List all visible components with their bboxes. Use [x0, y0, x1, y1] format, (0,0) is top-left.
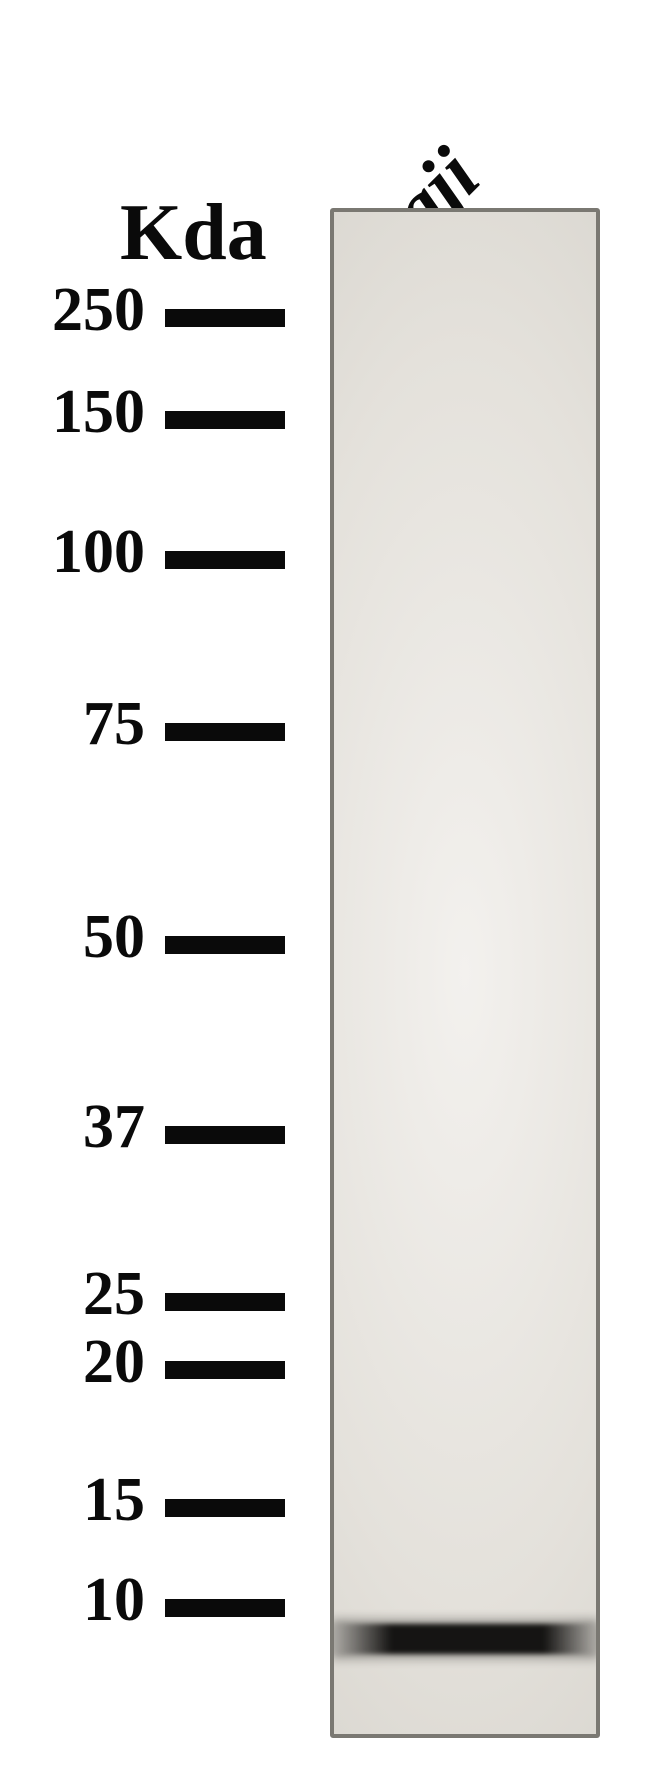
ladder-mark: [165, 551, 285, 569]
ladder-value: 25: [15, 1259, 145, 1330]
ladder-value: 75: [15, 689, 145, 760]
blot-lane: [330, 208, 600, 1738]
western-blot-figure: KdaRaji25015010075503725201510: [0, 0, 650, 1768]
ladder-value: 150: [15, 377, 145, 448]
ladder-mark: [165, 1499, 285, 1517]
ladder-value: 10: [15, 1565, 145, 1636]
ladder-mark: [165, 1126, 285, 1144]
ladder-value: 15: [15, 1465, 145, 1536]
kda-unit-label: Kda: [120, 188, 267, 279]
ladder-value: 250: [15, 275, 145, 346]
ladder-value: 100: [15, 517, 145, 588]
ladder-value: 20: [15, 1327, 145, 1398]
ladder-mark: [165, 1361, 285, 1379]
ladder-mark: [165, 411, 285, 429]
protein-band: [334, 1624, 596, 1654]
ladder-mark: [165, 723, 285, 741]
blot-lane-background: [334, 212, 596, 1734]
ladder-mark: [165, 936, 285, 954]
ladder-mark: [165, 309, 285, 327]
ladder-mark: [165, 1293, 285, 1311]
ladder-value: 37: [15, 1092, 145, 1163]
ladder-value: 50: [15, 902, 145, 973]
ladder-mark: [165, 1599, 285, 1617]
